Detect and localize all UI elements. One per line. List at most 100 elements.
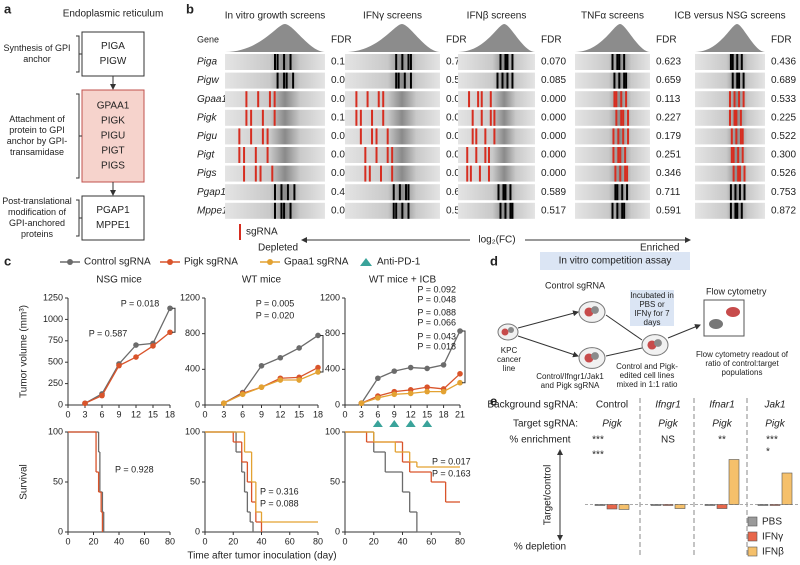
y-tick-label: 400 — [325, 364, 340, 374]
y-tick-label: 0 — [195, 399, 200, 409]
bracket — [76, 93, 82, 179]
treatment-marker — [422, 420, 433, 427]
y-tick-label: 0 — [195, 526, 200, 536]
protein-name: PGAP1 — [96, 205, 130, 216]
gene-name: Gpaa1 — [197, 94, 227, 105]
score-strip — [575, 91, 650, 108]
legend-label: IFNβ — [762, 547, 784, 558]
score-strip — [345, 128, 440, 145]
fdr-value: 0.533 — [771, 94, 796, 105]
score-strip — [345, 54, 440, 70]
bar — [781, 472, 793, 505]
incubation-box — [630, 290, 674, 326]
fdr-header: FDR — [331, 35, 352, 46]
panel-label: c — [4, 253, 11, 268]
score-strip — [458, 54, 535, 70]
fdr-header: FDR — [446, 35, 467, 46]
background-sgrna: Ifnar1 — [709, 400, 735, 411]
row-label: Background sgRNA: — [487, 400, 578, 411]
x-tick-label: 40 — [256, 536, 266, 546]
bar — [594, 504, 606, 506]
tumor-point — [296, 377, 302, 383]
tumor-point — [99, 392, 105, 399]
screen-title: IFNγ screens — [363, 11, 422, 22]
fdr-value: 0.346 — [656, 168, 681, 179]
fdr-value: 0.711 — [656, 187, 681, 198]
y-tick-label: 800 — [185, 328, 200, 338]
bracket — [76, 35, 82, 73]
score-strip — [458, 202, 535, 219]
y-tick-label: 1200 — [180, 292, 200, 302]
gene-name: Pigt — [197, 150, 215, 161]
tumor-point — [440, 388, 447, 395]
x-tick-label: 0 — [342, 536, 347, 546]
y-tick-label: 800 — [325, 328, 340, 338]
fdr-header: FDR — [541, 35, 562, 46]
x-tick-label: 40 — [114, 536, 124, 546]
y-tick-label: 250 — [48, 378, 63, 388]
score-strip — [575, 109, 650, 126]
cell-population — [726, 307, 740, 317]
y-tick-label: 100 — [185, 426, 200, 436]
legend-label: Anti-PD-1 — [377, 257, 421, 268]
score-strip — [575, 165, 650, 182]
density-curve — [695, 24, 765, 52]
bar — [757, 504, 769, 506]
x-tick-label: 80 — [313, 536, 323, 546]
diagram-label: KPC cancer line — [496, 346, 521, 373]
significance: NS — [661, 435, 675, 446]
score-strip — [695, 165, 765, 182]
x-tick-label: 18 — [313, 409, 323, 419]
x-tick-label: 15 — [294, 409, 304, 419]
density-curve — [575, 24, 650, 52]
screen-title: IFNβ screens — [467, 11, 527, 22]
x-tick-label: 18 — [439, 409, 449, 419]
significance: *** — [766, 435, 778, 446]
bar — [716, 504, 728, 509]
x-tick-label: 20 — [369, 536, 379, 546]
legend-label: IFNγ — [762, 532, 783, 543]
x-tick-label: 3 — [221, 409, 226, 419]
x-tick-label: 0 — [65, 409, 70, 419]
cytometry-plot — [703, 299, 745, 337]
score-strip — [695, 147, 765, 163]
treatment-marker — [372, 420, 383, 427]
tumor-point — [457, 379, 463, 386]
legend-label: Pigk sgRNA — [184, 257, 238, 268]
legend-triangle — [360, 258, 372, 266]
bar — [618, 504, 630, 510]
tumor-growth-line — [84, 331, 171, 404]
fdr-value: 0.436 — [771, 57, 796, 68]
significance: ** — [718, 435, 726, 446]
x-tick-label: 3 — [82, 409, 87, 419]
x-tick-label: 21 — [455, 409, 465, 419]
cell — [654, 339, 662, 347]
density-curve — [345, 24, 440, 52]
density-curve — [458, 24, 535, 52]
x-tick-label: 9 — [259, 409, 264, 419]
score-strip — [575, 72, 650, 89]
fdr-value: 0.000 — [541, 94, 566, 105]
y-tick-label: 750 — [48, 335, 63, 345]
tumor-point — [239, 391, 246, 398]
y-tick-label: 100 — [48, 426, 63, 436]
protein-name: MPPE1 — [96, 220, 130, 231]
x-tick-label: 60 — [139, 536, 149, 546]
x-tick-label: 40 — [397, 536, 407, 546]
flow-arrow — [517, 310, 579, 329]
tumor-point — [407, 390, 414, 397]
score-strip — [575, 184, 650, 201]
fdr-value: 0.251 — [656, 150, 681, 161]
fdr-value: 0.659 — [656, 75, 681, 86]
tumor-point — [150, 343, 156, 349]
tumor-point — [133, 354, 139, 360]
fdr-value: 0.000 — [541, 112, 566, 123]
tumor-growth-line — [223, 371, 319, 404]
x-tick-label: 9 — [116, 409, 121, 419]
p-value: P = 0.163 — [432, 468, 471, 478]
diagram-label: Control/Ifngr1/Jak1 and Pigk sgRNA — [536, 372, 604, 390]
bar — [704, 504, 716, 506]
gene-name: Pigs — [197, 168, 216, 179]
p-value: P = 0.018 — [121, 298, 160, 308]
